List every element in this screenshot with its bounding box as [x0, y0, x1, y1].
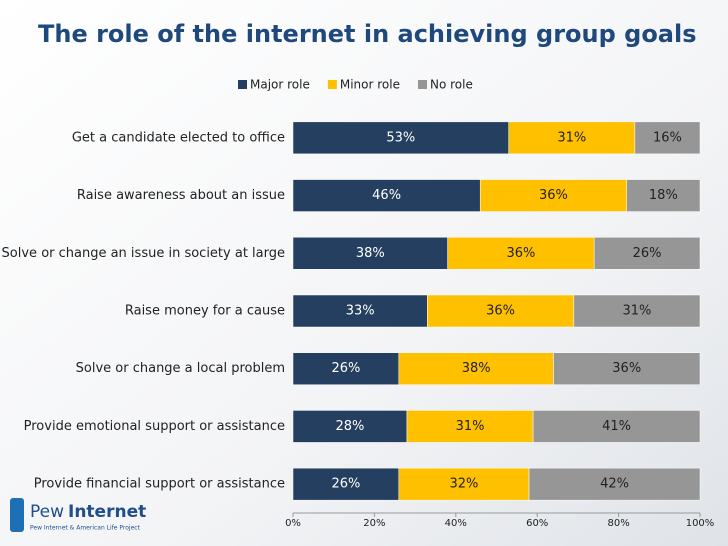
bar-segment [398, 352, 554, 385]
data-label: 31% [456, 419, 485, 434]
data-label: 26% [331, 361, 360, 376]
logo-icon [10, 498, 24, 532]
bar-segment [447, 237, 595, 270]
bar-segment [292, 179, 481, 212]
bar-segment [479, 179, 627, 212]
bar-segment [626, 179, 701, 212]
bar-segment [532, 410, 701, 443]
bar-segment [292, 294, 428, 328]
y-tick-label: Provide financial support or assistance [34, 477, 285, 492]
x-tick-label: 100% [686, 518, 715, 529]
bar-segment [292, 467, 400, 501]
data-label: 18% [649, 188, 678, 203]
bar-segment [553, 352, 701, 385]
data-label: 38% [356, 246, 385, 261]
data-label: 53% [386, 130, 415, 145]
legend-label: No role [430, 78, 473, 92]
bar-segment [634, 121, 701, 155]
data-label: 32% [449, 477, 478, 492]
logo: Pew Internet Pew Internet & American Lif… [10, 498, 146, 532]
data-label: 42% [600, 477, 629, 492]
data-label: 31% [622, 304, 651, 319]
x-tick-label: 20% [363, 518, 385, 529]
data-label: 46% [372, 188, 401, 203]
bar-segment [292, 410, 408, 443]
data-label: 16% [653, 130, 682, 145]
y-tick-label: Get a candidate elected to office [72, 130, 285, 145]
bar-segment [406, 410, 534, 443]
chart-title: The role of the internet in achieving gr… [38, 20, 697, 48]
y-tick-label: Provide emotional support or assistance [24, 419, 285, 434]
data-label: 36% [539, 188, 568, 203]
bar-segment [593, 237, 701, 270]
data-label: 26% [633, 246, 662, 261]
x-tick-label: 0% [285, 518, 301, 529]
data-label: 36% [486, 304, 515, 319]
bar-segment [292, 237, 448, 270]
legend-swatch [238, 80, 247, 89]
data-label: 28% [336, 419, 365, 434]
data-label: 31% [557, 130, 586, 145]
data-label: 36% [506, 246, 535, 261]
data-label: 36% [612, 361, 641, 376]
legend-label: Minor role [340, 78, 400, 92]
data-label: 41% [602, 419, 631, 434]
x-tick-label: 80% [607, 518, 629, 529]
logo-tagline: Pew Internet & American Life Project [30, 525, 141, 532]
bar-segment [508, 121, 636, 155]
x-tick-label: 60% [526, 518, 548, 529]
bar-segment [528, 467, 701, 501]
data-label: 26% [331, 477, 360, 492]
legend-swatch [417, 80, 427, 89]
logo-name: Pew [30, 502, 64, 522]
legend-swatch [327, 80, 337, 89]
legend-label: Major role [250, 78, 310, 92]
bar-segment [292, 352, 400, 385]
data-label: 38% [462, 361, 491, 376]
bar-segment [573, 294, 701, 328]
x-tick-label: 40% [445, 518, 467, 529]
y-tick-label: Raise awareness about an issue [77, 188, 285, 203]
y-tick-label: Raise money for a cause [125, 304, 285, 319]
data-label: 33% [346, 304, 375, 319]
bar-segment [427, 294, 575, 328]
logo-name: Internet [68, 502, 146, 522]
y-tick-label: Solve or change an issue in society at l… [2, 246, 285, 261]
y-tick-label: Solve or change a local problem [76, 361, 285, 376]
